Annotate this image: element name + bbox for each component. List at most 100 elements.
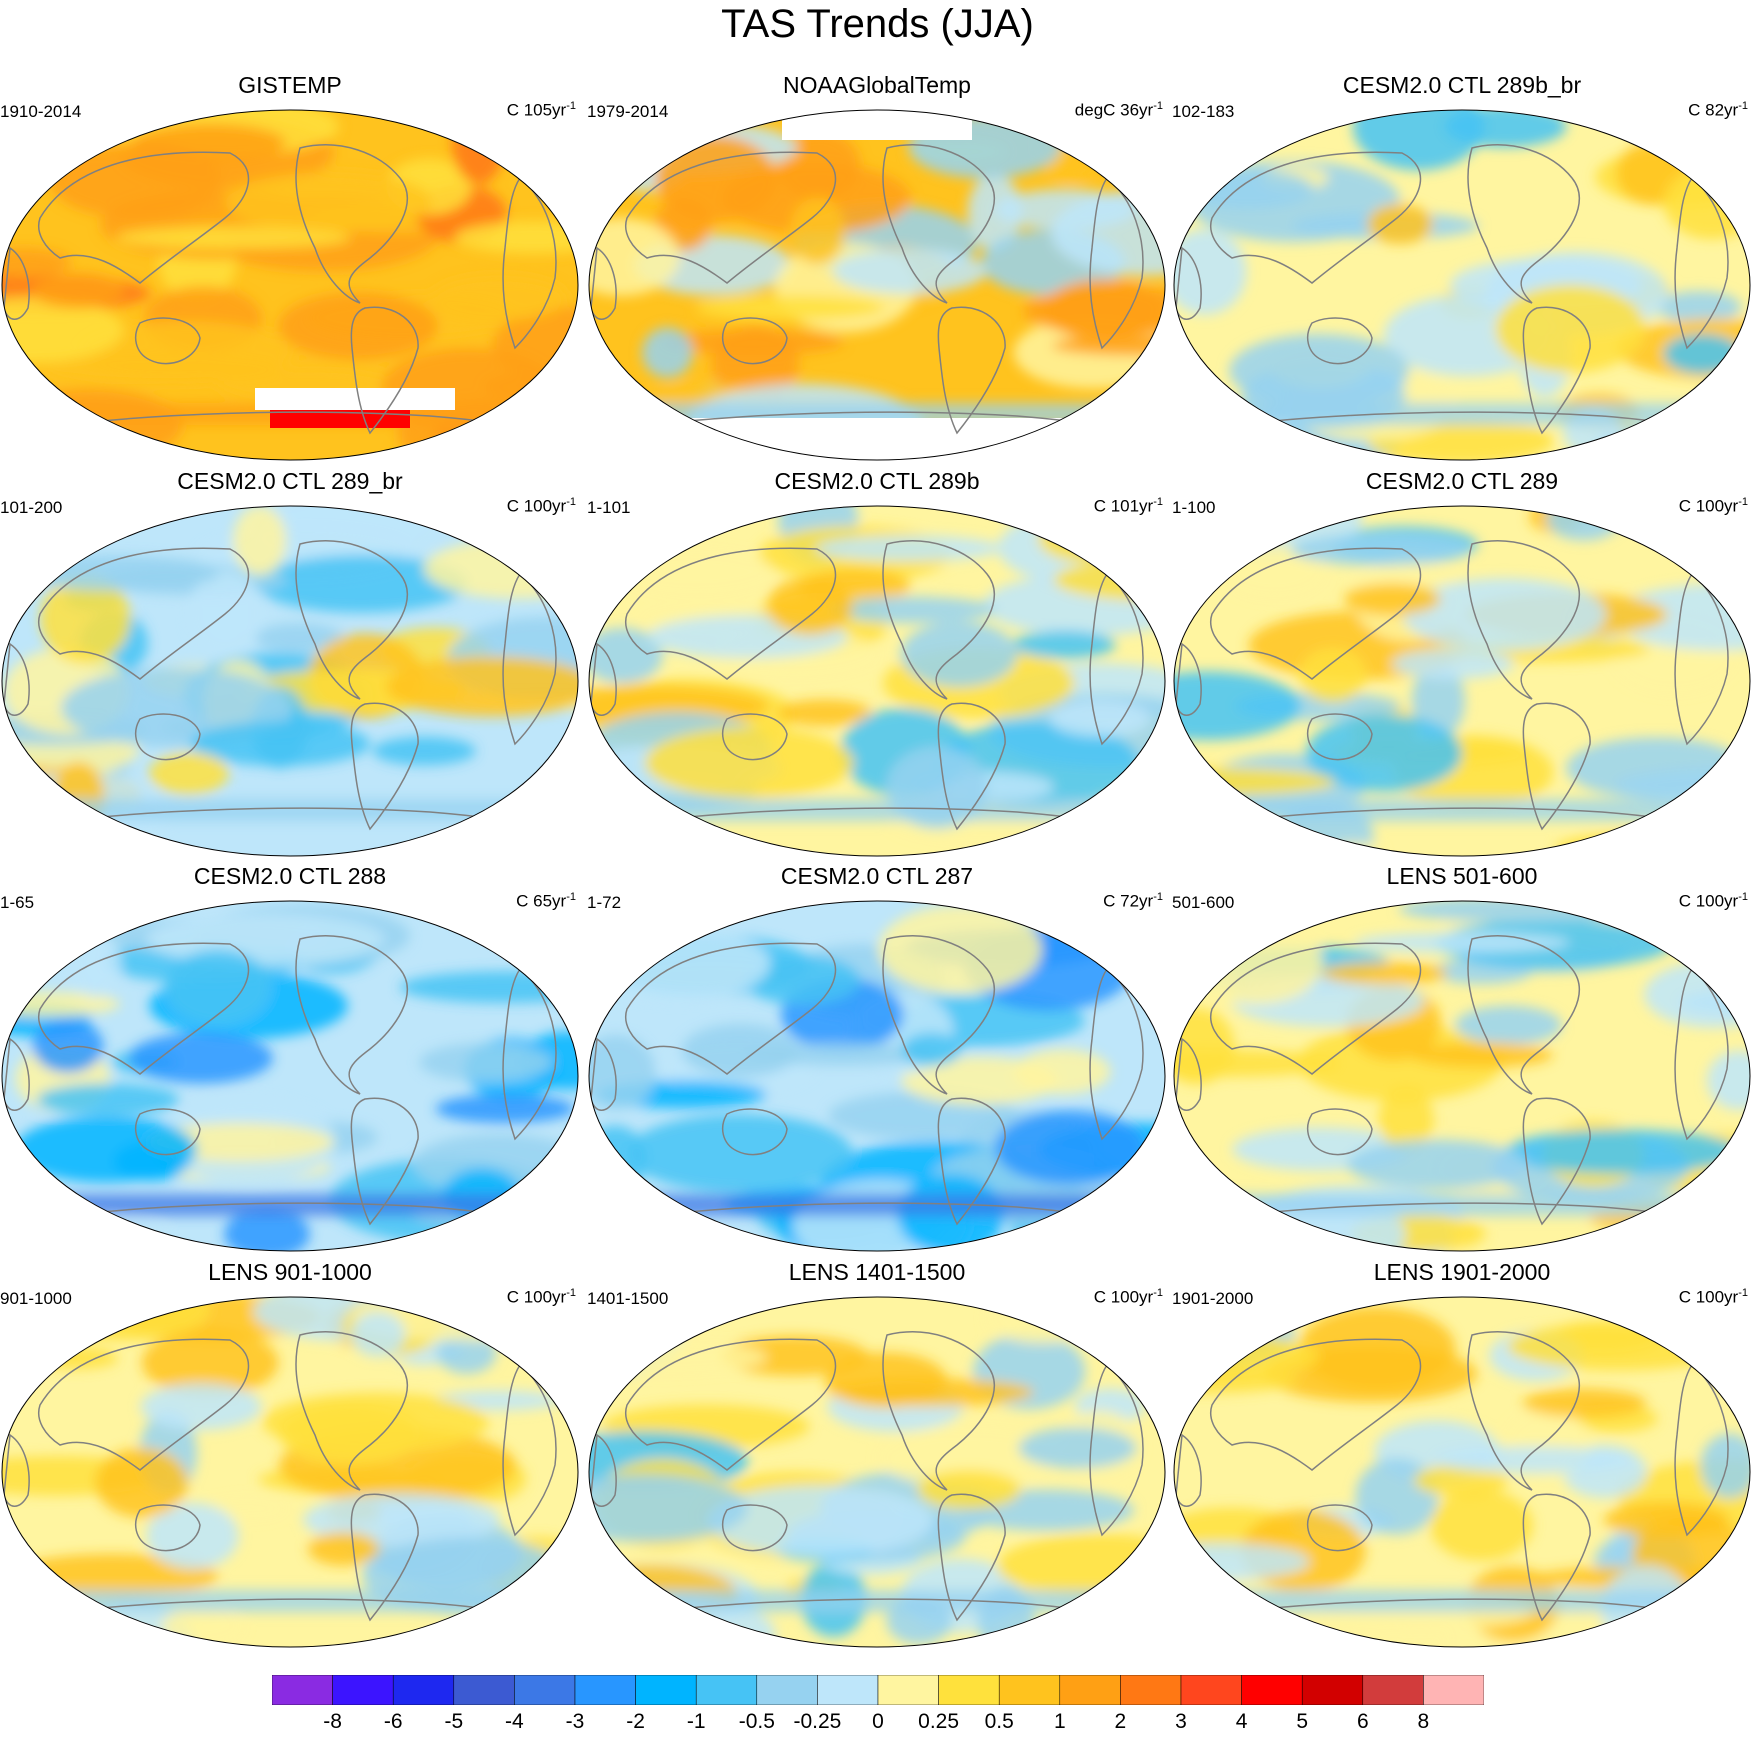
southern-ocean-band <box>1174 403 1750 425</box>
panel-title: LENS 901-1000 <box>208 1259 372 1285</box>
trend-anomaly-region <box>604 110 678 166</box>
colorbar-swatch <box>1241 1675 1303 1705</box>
coastline <box>3 246 30 320</box>
coastline <box>3 1433 30 1507</box>
trend-anomaly-region <box>190 721 371 767</box>
coastline <box>1210 151 1422 284</box>
panel-period: 1910-2014 <box>0 102 82 121</box>
panel-title: CESM2.0 CTL 287 <box>780 863 974 889</box>
trend-anomaly-region <box>1298 1306 1456 1391</box>
trend-anomaly-region <box>1522 1388 1647 1418</box>
coastline <box>38 547 250 680</box>
trend-anomaly-region <box>1507 1322 1732 1371</box>
coastline <box>1175 246 1202 320</box>
panel-period: 1-65 <box>0 893 35 912</box>
panel-title: LENS 501-600 <box>1386 863 1538 889</box>
trend-anomaly-region <box>777 699 872 727</box>
map-outline <box>1 1296 579 1648</box>
trend-anomaly-region <box>1663 334 1741 374</box>
southern-ocean-band <box>2 1590 578 1612</box>
coastline <box>1210 547 1422 680</box>
coastline <box>882 540 995 700</box>
coastline <box>1306 317 1373 365</box>
coastline <box>590 642 617 716</box>
trend-anomaly-region <box>1290 533 1472 566</box>
trend-anomaly-region <box>1051 189 1165 276</box>
panel-period: 501-600 <box>1172 893 1235 912</box>
trend-anomaly-region <box>660 329 844 355</box>
panel-period: 1-72 <box>587 893 622 912</box>
coastline <box>134 317 201 365</box>
trend-anomaly-region <box>1051 335 1165 356</box>
trend-anomaly-region <box>13 908 68 966</box>
trend-anomaly-region <box>828 596 996 624</box>
southern-ocean-band <box>589 799 1165 821</box>
coastline <box>721 1504 788 1552</box>
coastline <box>502 176 557 350</box>
panel-title: LENS 1901-2000 <box>1373 1259 1551 1285</box>
colorbar-swatch <box>938 1675 1000 1705</box>
trend-anomaly-region <box>48 141 223 219</box>
trend-anomaly-region <box>1049 700 1151 737</box>
trend-anomaly-region <box>618 549 774 595</box>
coastline <box>1522 1097 1591 1226</box>
trend-anomaly-region <box>1455 1005 1562 1045</box>
coastline <box>502 1363 557 1537</box>
colorbar-tick-label: -5 <box>444 1710 464 1733</box>
panel-units: degC 36yr-1 <box>1074 100 1163 120</box>
trend-anomaly-region <box>115 226 351 250</box>
trend-anomaly-region <box>642 327 693 378</box>
trend-map <box>1 109 579 461</box>
trend-anomaly-region <box>1367 203 1433 245</box>
panel-title: GISTEMP <box>238 72 342 98</box>
coastline <box>350 702 419 831</box>
missing-data-region <box>589 418 1165 460</box>
trend-anomaly-region <box>1174 827 1279 856</box>
trend-anomaly-region <box>1413 1464 1509 1497</box>
colorbar-swatch <box>272 1675 333 1705</box>
coastline <box>625 1338 837 1471</box>
trend-anomaly-region <box>224 172 433 233</box>
trend-map <box>588 505 1166 857</box>
trend-anomaly-region <box>832 248 987 295</box>
coastline <box>1089 176 1144 350</box>
trend-anomaly-region <box>1566 737 1747 799</box>
panel-title: NOAAGlobalTemp <box>783 72 971 98</box>
trend-anomaly-region <box>232 506 287 576</box>
coastline <box>1306 1504 1373 1552</box>
trend-anomaly-region <box>492 901 578 942</box>
map-outline <box>1173 900 1751 1252</box>
southern-ocean-band <box>589 1194 1165 1216</box>
panel-units: C 100yr-1 <box>1678 496 1748 516</box>
panel-title: CESM2.0 CTL 289_br <box>177 468 403 494</box>
coastline <box>625 942 837 1075</box>
trend-anomaly-region <box>224 1209 310 1251</box>
colorbar-swatch <box>817 1675 879 1705</box>
trend-anomaly-region <box>1700 1433 1750 1499</box>
coastline <box>350 306 419 435</box>
trend-anomaly-region <box>1653 1297 1750 1356</box>
panel-units: C 101yr-1 <box>1093 496 1163 516</box>
colorbar-swatch <box>1059 1675 1121 1705</box>
trend-anomaly-region <box>435 1094 575 1124</box>
panel-period: 1-100 <box>1172 498 1216 517</box>
trend-anomaly-region <box>1378 1087 1434 1152</box>
colorbar-tick-label: -8 <box>323 1710 342 1733</box>
trend-anomaly-region <box>270 410 410 428</box>
trend-anomaly-region <box>148 752 229 795</box>
map-panel: CESM2.0 CTL 289b 1-101 C 101yr-1 <box>587 466 1167 857</box>
coastline <box>1210 942 1422 1075</box>
missing-data-region <box>782 110 972 140</box>
trend-anomaly-region <box>815 535 1003 562</box>
trend-anomaly-region <box>2 388 183 460</box>
panel-period: 1-101 <box>587 498 631 517</box>
colorbar-swatch <box>514 1675 576 1705</box>
trend-anomaly-region <box>1174 671 1301 740</box>
trend-anomaly-region <box>278 292 438 360</box>
trend-anomaly-region <box>1610 583 1750 651</box>
map-outline <box>588 900 1166 1252</box>
trend-anomaly-region <box>1604 1501 1730 1539</box>
trend-anomaly-region <box>589 1034 656 1110</box>
colorbar-tick-label: 8 <box>1417 1710 1430 1733</box>
trend-anomaly-region <box>307 1531 380 1566</box>
